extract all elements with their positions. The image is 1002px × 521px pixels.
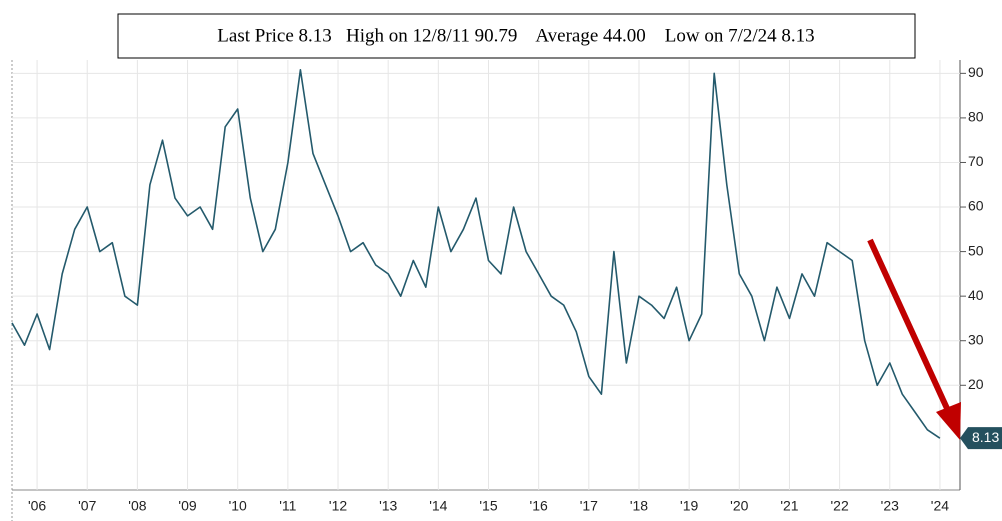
y-tick-label: 30 bbox=[968, 331, 984, 347]
x-tick-label: '13 bbox=[379, 498, 397, 514]
last-price-tag bbox=[960, 427, 1002, 450]
x-tick-label: '16 bbox=[530, 498, 548, 514]
x-tick-label: '20 bbox=[730, 498, 748, 514]
x-tick-label: '17 bbox=[580, 498, 598, 514]
x-tick-label: '18 bbox=[630, 498, 648, 514]
x-tick-label: '07 bbox=[78, 498, 96, 514]
x-tick-label: '19 bbox=[680, 498, 698, 514]
x-tick-label: '08 bbox=[128, 498, 146, 514]
chart-title: Last Price 8.13 High on 12/8/11 90.79 Av… bbox=[217, 25, 814, 46]
x-tick-label: '09 bbox=[178, 498, 196, 514]
arrow-head bbox=[936, 402, 961, 440]
x-tick-label: '06 bbox=[28, 498, 46, 514]
x-tick-label: '12 bbox=[329, 498, 347, 514]
y-tick-label: 20 bbox=[968, 376, 984, 392]
last-price-label: 8.13 bbox=[972, 429, 999, 445]
x-tick-label: '21 bbox=[780, 498, 798, 514]
x-tick-label: '22 bbox=[830, 498, 848, 514]
title-box bbox=[117, 13, 916, 59]
y-tick-label: 50 bbox=[968, 242, 984, 258]
y-tick-label: 70 bbox=[968, 153, 984, 169]
axes: 20 30 40 50 60 70 80 90 '06 '07 '08 '09 '10 '11 '12 '13… bbox=[28, 64, 1002, 514]
x-tick-label: '23 bbox=[881, 498, 899, 514]
plot bbox=[11, 69, 941, 439]
series-line bbox=[11, 69, 941, 439]
y-tick-label: 90 bbox=[968, 64, 984, 80]
x-tick-label: '10 bbox=[229, 498, 247, 514]
x-tick-label: '14 bbox=[429, 498, 447, 514]
x-tick-label: '11 bbox=[279, 498, 296, 514]
y-tick-label: 40 bbox=[968, 287, 984, 303]
x-tick-label: '24 bbox=[931, 498, 949, 514]
trend-arrow bbox=[867, 238, 961, 440]
x-tick-label: '15 bbox=[479, 498, 497, 514]
arrow-shaft bbox=[867, 238, 953, 417]
y-tick-label: 80 bbox=[968, 109, 984, 125]
y-tick-label: 60 bbox=[968, 198, 984, 214]
grid bbox=[12, 60, 960, 490]
